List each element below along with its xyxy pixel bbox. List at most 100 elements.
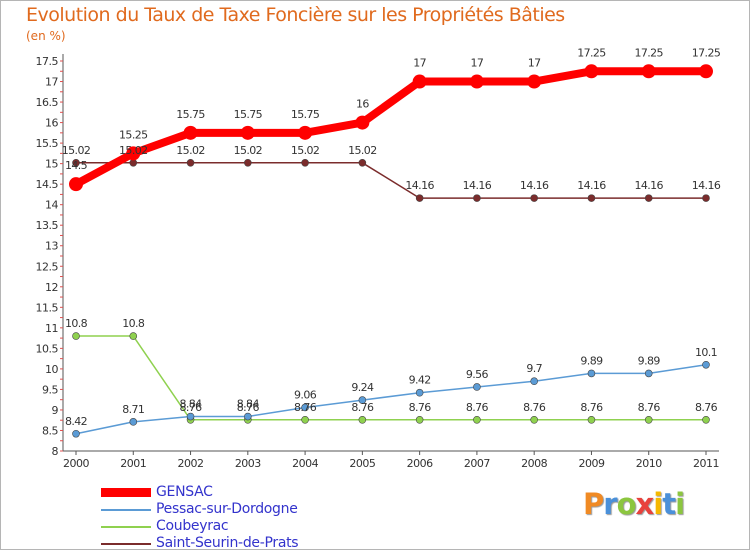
y-tick-label: 14.5 — [36, 178, 59, 191]
data-label: 8.76 — [695, 401, 718, 414]
data-label: 15.75 — [176, 108, 205, 121]
y-tick-label: 15 — [45, 158, 58, 171]
logo-letter: x — [635, 487, 655, 521]
data-label: 8.76 — [580, 401, 603, 414]
y-tick-label: 11 — [45, 322, 58, 335]
data-label: 15.02 — [119, 144, 148, 157]
y-tick-label: 16 — [45, 117, 58, 130]
data-label: 16 — [356, 98, 369, 111]
data-point — [530, 194, 538, 202]
data-label: 8.76 — [466, 401, 489, 414]
x-tick-label: 2005 — [349, 457, 375, 470]
data-point — [240, 125, 255, 140]
data-label: 10.1 — [695, 346, 717, 359]
data-label: 17 — [528, 57, 541, 70]
legend-swatch — [101, 508, 151, 511]
chart-title: Evolution du Taux de Taxe Foncière sur l… — [26, 4, 565, 26]
data-point — [129, 332, 138, 340]
data-point — [358, 415, 367, 424]
series-line-gensac — [72, 67, 710, 189]
data-point — [301, 415, 309, 424]
data-label: 15.02 — [176, 144, 205, 157]
data-label: 14.16 — [692, 179, 721, 192]
y-tick-label: 13.5 — [36, 219, 59, 232]
data-point — [469, 74, 484, 89]
data-label: 14.16 — [520, 179, 549, 192]
data-label: 8.76 — [409, 401, 432, 414]
logo-letter: o — [616, 487, 637, 521]
legend-label: Pessac-sur-Dordogne — [156, 501, 298, 517]
data-point — [183, 125, 198, 140]
y-tick-label: 14 — [45, 199, 58, 212]
data-label: 8.76 — [294, 401, 317, 414]
data-point — [186, 159, 195, 167]
series-line-pessac-sur-dordogne — [75, 364, 707, 435]
data-point — [412, 74, 427, 89]
data-point — [641, 64, 656, 79]
x-tick-label: 2011 — [693, 457, 719, 470]
data-label: 15.75 — [234, 108, 263, 121]
data-point — [644, 415, 653, 424]
data-point — [186, 412, 195, 421]
y-tick-label: 10.5 — [36, 342, 59, 355]
legend-swatch — [101, 542, 151, 545]
y-tick-label: 13 — [45, 240, 58, 253]
data-point — [72, 159, 80, 167]
data-point — [527, 74, 542, 89]
data-point — [473, 415, 481, 424]
data-label: 14.16 — [463, 179, 492, 192]
legend-label: Coubeyrac — [156, 518, 229, 534]
data-point — [358, 396, 367, 404]
data-label: 10.8 — [65, 317, 88, 330]
legend: GENSAC Pessac-sur-Dordogne Coubeyrac Saint-… — [101, 484, 299, 552]
data-label: 17 — [413, 57, 426, 70]
legend-item: Coubeyrac — [101, 518, 298, 535]
data-point — [244, 412, 252, 421]
y-tick-label: 12.5 — [36, 260, 59, 273]
legend-item: Saint-Seurin-de-Prats — [101, 535, 299, 552]
data-label: 14.5 — [65, 159, 88, 172]
data-label: 9.89 — [580, 354, 603, 367]
legend-label: GENSAC — [156, 484, 213, 500]
data-label: 14.16 — [634, 179, 663, 192]
legend-label: Saint-Seurin-de-Prats — [156, 535, 299, 551]
proxiti-logo: Proxiti — [583, 487, 685, 521]
x-tick-label: 2009 — [578, 457, 604, 470]
y-tick-label: 12 — [45, 281, 58, 294]
data-label: 9.89 — [638, 354, 661, 367]
x-tick-label: 2001 — [120, 457, 146, 470]
data-point — [415, 194, 424, 202]
data-point — [358, 159, 367, 167]
data-point — [584, 64, 599, 79]
data-label: 9.42 — [409, 374, 431, 387]
data-point — [587, 369, 596, 378]
y-tick-label: 11.5 — [36, 301, 59, 314]
data-point — [587, 194, 596, 202]
x-tick-label: 2003 — [235, 457, 261, 470]
data-label: 17.25 — [577, 46, 606, 59]
x-tick-label: 2002 — [178, 457, 204, 470]
data-label: 9.56 — [466, 368, 489, 381]
x-tick-label: 2004 — [292, 457, 318, 470]
data-point — [699, 64, 713, 79]
data-point — [587, 415, 596, 424]
x-tick-label: 2000 — [63, 457, 89, 470]
data-point — [530, 415, 538, 424]
logo-letter: r — [603, 487, 617, 521]
data-label: 15.02 — [348, 144, 377, 157]
x-tick-label: 2010 — [636, 457, 662, 470]
data-label: 8.76 — [179, 401, 202, 414]
y-tick-label: 8 — [52, 445, 59, 458]
data-point — [644, 194, 653, 202]
y-tick-label: 10 — [45, 363, 58, 376]
data-label: 17 — [471, 57, 484, 70]
data-point — [129, 418, 138, 426]
data-point — [126, 146, 141, 161]
data-label: 8.76 — [351, 401, 374, 414]
data-label: 10.8 — [122, 317, 145, 330]
data-label: 14.16 — [405, 179, 434, 192]
legend-item: Pessac-sur-Dordogne — [101, 501, 298, 518]
data-point — [702, 415, 710, 424]
logo-letter: i — [653, 487, 663, 521]
